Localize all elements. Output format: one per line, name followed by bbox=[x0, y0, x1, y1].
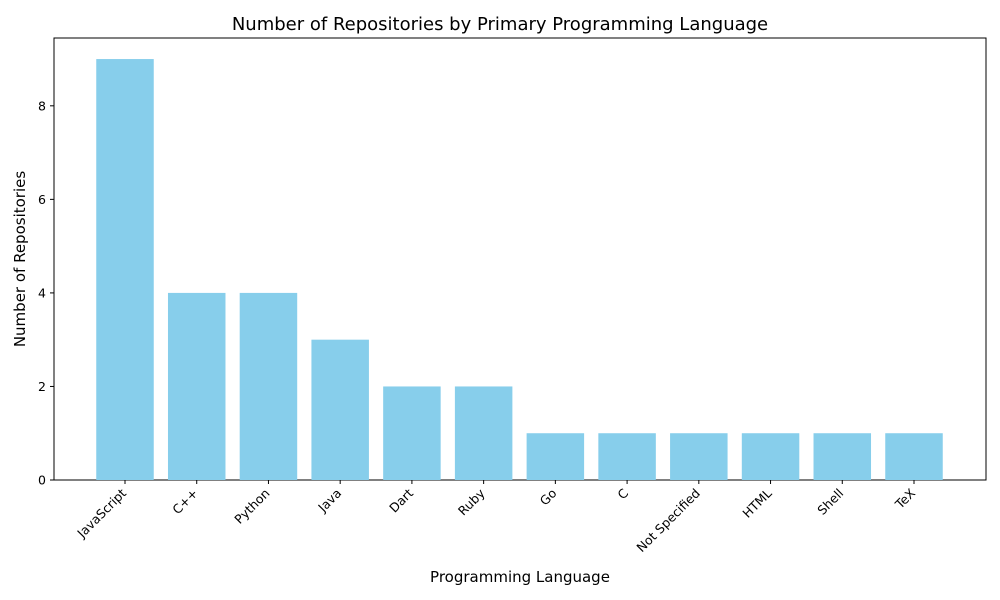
bar-not-specified bbox=[670, 433, 728, 480]
x-tick-label: JavaScript bbox=[73, 485, 129, 541]
y-axis: 0 2 4 6 8 bbox=[38, 98, 54, 488]
bar-ruby bbox=[454, 386, 513, 480]
bar-go bbox=[526, 433, 585, 480]
bar-c bbox=[598, 433, 656, 480]
x-tick-label: Shell bbox=[814, 486, 846, 518]
chart-title: Number of Repositories by Primary Progra… bbox=[232, 14, 768, 35]
bar-java bbox=[311, 339, 369, 480]
x-tick-label: C bbox=[614, 485, 631, 502]
bar-python bbox=[239, 292, 298, 480]
x-tick-label: Python bbox=[231, 486, 272, 527]
bar-shell bbox=[813, 433, 872, 480]
y-tick-label: 2 bbox=[38, 379, 46, 394]
x-tick-label: Java bbox=[314, 486, 344, 516]
x-tick-label: Not Specified bbox=[633, 486, 702, 555]
bar-javascript bbox=[96, 59, 154, 481]
bars-group bbox=[96, 59, 943, 481]
x-tick-label: Dart bbox=[386, 485, 416, 515]
bar-html bbox=[741, 433, 800, 480]
x-tick-label: TeX bbox=[891, 485, 918, 512]
y-axis-label: Number of Repositories bbox=[11, 171, 29, 348]
x-axis-label: Programming Language bbox=[430, 568, 610, 586]
y-tick-label: 4 bbox=[38, 285, 46, 300]
x-axis: JavaScript C++ Python Java Dart Ruby Go C Not Sp… bbox=[73, 480, 918, 555]
bar-tex bbox=[885, 433, 943, 480]
y-tick-label: 0 bbox=[38, 473, 46, 488]
bar-c- bbox=[167, 292, 226, 480]
y-tick-label: 6 bbox=[38, 192, 46, 207]
plot-frame bbox=[53, 37, 987, 481]
x-tick-label: C++ bbox=[169, 486, 201, 518]
plot-area bbox=[53, 37, 987, 481]
x-tick-label: Ruby bbox=[455, 485, 488, 518]
bar-dart bbox=[383, 386, 441, 480]
x-tick-label: HTML bbox=[739, 485, 774, 520]
y-tick-label: 8 bbox=[38, 98, 46, 113]
x-tick-label: Go bbox=[537, 486, 560, 509]
